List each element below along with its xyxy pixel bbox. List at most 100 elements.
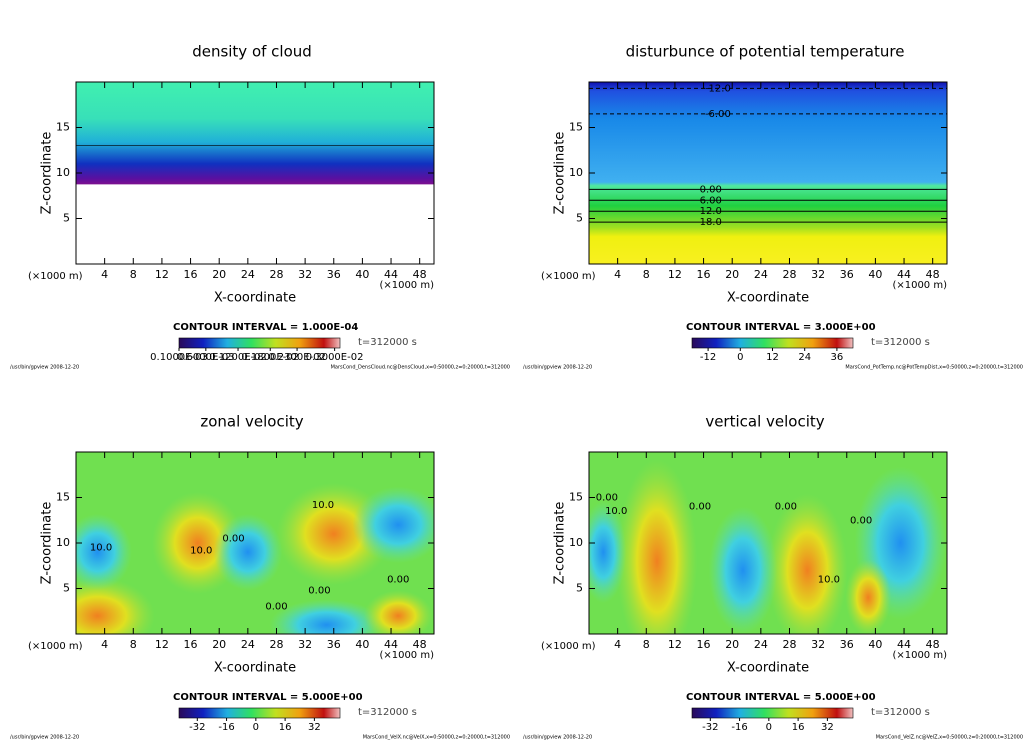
colorbar-tick-label: 0.6000E-03 bbox=[177, 352, 235, 363]
x-tick-label: 48 bbox=[413, 268, 427, 281]
y-axis-label: Z-coordinate bbox=[553, 132, 568, 215]
y-unit: (×1000 m) bbox=[28, 271, 83, 282]
field-blob bbox=[616, 459, 698, 634]
colorbar-tick-label: 16 bbox=[792, 722, 805, 733]
footer-left: /usr/bin/gpview 2008-12-20 bbox=[523, 735, 592, 740]
contour-label: 18.0 bbox=[700, 217, 722, 228]
colorbar-tick-label: 32 bbox=[821, 722, 834, 733]
x-tick-label: 20 bbox=[212, 638, 226, 651]
contour-label: 0.00 bbox=[222, 533, 244, 544]
x-tick-label: 32 bbox=[298, 638, 312, 651]
contour-label: 0.00 bbox=[850, 515, 872, 526]
x-tick-label: 8 bbox=[643, 268, 650, 281]
x-tick-label: 16 bbox=[184, 638, 198, 651]
colorbar-tick-label: 12 bbox=[766, 352, 779, 363]
x-unit: (×1000 m) bbox=[892, 280, 947, 291]
y-unit: (×1000 m) bbox=[541, 271, 596, 282]
colorbar-tick-label: -12 bbox=[700, 352, 716, 363]
colorbar-tick-label: 0.3000E-02 bbox=[306, 352, 364, 363]
x-tick-label: 44 bbox=[384, 268, 398, 281]
x-unit: (×1000 m) bbox=[379, 650, 434, 661]
field-blob bbox=[213, 513, 283, 591]
x-axis-label: X-coordinate bbox=[214, 291, 296, 306]
footer-left: /usr/bin/gpview 2008-12-20 bbox=[523, 365, 592, 371]
y-axis-label: Z-coordinate bbox=[40, 502, 55, 585]
y-tick-label: 15 bbox=[56, 121, 70, 134]
contour-label: -6.00 bbox=[705, 109, 731, 120]
x-tick-label: 32 bbox=[811, 638, 825, 651]
colorbar-tick-label: 32 bbox=[308, 722, 321, 733]
contour-label: 0.00 bbox=[265, 602, 287, 613]
field-blob bbox=[76, 577, 155, 634]
x-tick-label: 4 bbox=[614, 638, 621, 651]
contour-interval: CONTOUR INTERVAL = 1.000E-04 bbox=[173, 322, 358, 333]
colorbar-tick-label: -16 bbox=[218, 722, 234, 733]
x-tick-label: 12 bbox=[155, 268, 169, 281]
colorbar-tick-label: -32 bbox=[189, 722, 205, 733]
y-unit: (×1000 m) bbox=[28, 641, 83, 652]
x-axis-label: X-coordinate bbox=[214, 661, 296, 676]
x-tick-label: 48 bbox=[413, 638, 427, 651]
x-tick-label: 48 bbox=[926, 638, 940, 651]
footer-right: MarsCond_DensCloud.nc@DensCloud,x=0:5000… bbox=[331, 365, 510, 371]
x-tick-label: 24 bbox=[241, 268, 255, 281]
x-tick-label: 40 bbox=[355, 638, 369, 651]
y-tick-label: 5 bbox=[576, 212, 583, 225]
x-tick-label: 44 bbox=[384, 638, 398, 651]
contour-label: 12.0 bbox=[700, 206, 722, 217]
contour-label: 10.0 bbox=[818, 574, 840, 585]
field-blob bbox=[589, 501, 627, 604]
contour-label: 10.0 bbox=[190, 545, 212, 556]
x-tick-label: 8 bbox=[130, 268, 137, 281]
y-tick-label: 15 bbox=[56, 491, 70, 504]
field-blob bbox=[269, 599, 384, 634]
x-tick-label: 24 bbox=[754, 638, 768, 651]
contour-label: 0.00 bbox=[308, 585, 330, 596]
contour-label: 10.0 bbox=[605, 506, 627, 517]
contour-label: 0.00 bbox=[700, 184, 722, 195]
y-tick-label: 10 bbox=[569, 536, 583, 549]
x-tick-label: 20 bbox=[725, 268, 739, 281]
x-tick-label: 12 bbox=[668, 638, 682, 651]
y-axis-label: Z-coordinate bbox=[40, 132, 55, 215]
footer-left: /usr/bin/gpview 2008-12-20 bbox=[10, 365, 79, 371]
colorbar bbox=[691, 707, 854, 719]
y-tick-label: 5 bbox=[576, 582, 583, 595]
colorbar-tick-label: 0.2300E-02 bbox=[268, 352, 326, 363]
x-unit: (×1000 m) bbox=[379, 280, 434, 291]
x-tick-label: 28 bbox=[269, 638, 283, 651]
x-tick-label: 32 bbox=[298, 268, 312, 281]
x-tick-label: 16 bbox=[697, 268, 711, 281]
x-tick-label: 32 bbox=[811, 268, 825, 281]
x-tick-label: 40 bbox=[868, 268, 882, 281]
y-tick-label: 15 bbox=[569, 121, 583, 134]
x-tick-label: 12 bbox=[155, 638, 169, 651]
x-tick-label: 44 bbox=[897, 638, 911, 651]
contour-interval: CONTOUR INTERVAL = 5.000E+00 bbox=[173, 692, 363, 703]
x-unit: (×1000 m) bbox=[892, 650, 947, 661]
colorbar-tick-label: -32 bbox=[702, 722, 718, 733]
field-blob bbox=[708, 506, 778, 634]
contour-label: 0.00 bbox=[689, 502, 711, 513]
footer-right: MarsCond_VelZ.nc@VelZ,x=0:50000,z=0:2000… bbox=[876, 735, 1023, 740]
chart-title: density of cloud bbox=[192, 43, 312, 61]
colorbar bbox=[178, 337, 341, 349]
x-tick-label: 20 bbox=[212, 268, 226, 281]
x-axis-label: X-coordinate bbox=[727, 291, 809, 306]
x-tick-label: 36 bbox=[327, 268, 341, 281]
x-tick-label: 4 bbox=[614, 268, 621, 281]
field-blob bbox=[767, 493, 848, 634]
colorbar bbox=[178, 707, 341, 719]
x-tick-label: 28 bbox=[782, 638, 796, 651]
colorbar-tick-label: -16 bbox=[731, 722, 747, 733]
time-label: t=312000 s bbox=[358, 707, 417, 718]
y-unit: (×1000 m) bbox=[541, 641, 596, 652]
footer-right: MarsCond_PotTemp.nc@PotTempDist,x=0:5000… bbox=[845, 365, 1023, 371]
x-tick-label: 24 bbox=[754, 268, 768, 281]
x-tick-label: 4 bbox=[101, 638, 108, 651]
x-tick-label: 40 bbox=[868, 638, 882, 651]
